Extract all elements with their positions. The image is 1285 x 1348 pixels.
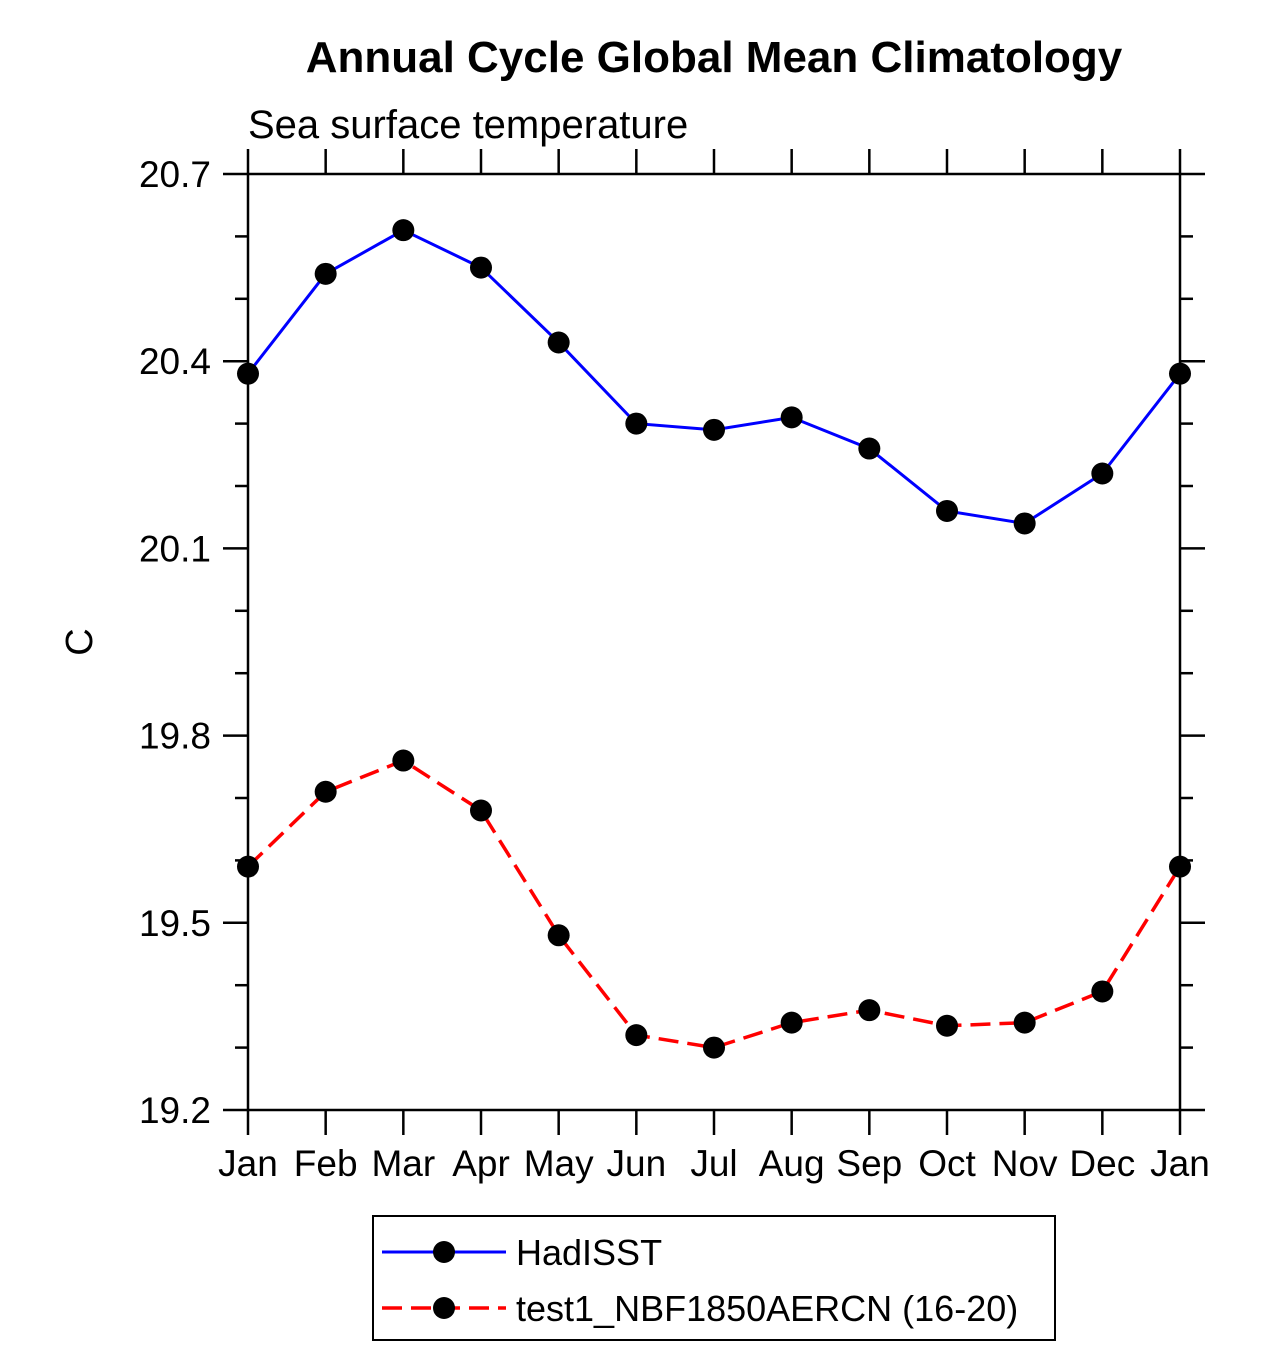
data-point-marker — [780, 406, 803, 429]
data-point-marker — [858, 437, 881, 460]
data-point-marker — [936, 499, 958, 522]
data-point-marker — [936, 1014, 958, 1037]
axis-ticks: 19.2 19.5 19.8 20.1 20.4 20.7 Jan Feb Mar Apr May J… — [139, 149, 1210, 1184]
data-point-marker — [1169, 855, 1191, 878]
x-tick-label: Jan — [1150, 1143, 1210, 1184]
data-point-marker — [314, 780, 337, 803]
x-tick-label: Sep — [836, 1143, 902, 1184]
data-point-marker — [470, 256, 492, 279]
series-line-hadisst — [246, 228, 1182, 526]
x-tick-label: Aug — [759, 1143, 825, 1184]
x-tick-label: Mar — [371, 1143, 435, 1184]
legend-marker-icon — [433, 1241, 455, 1263]
y-axis-label: C — [59, 628, 101, 655]
x-tick-label: Apr — [452, 1143, 510, 1184]
chart-title: Annual Cycle Global Mean Climatology — [306, 33, 1123, 82]
data-point-marker — [314, 262, 337, 285]
y-tick-label: 19.2 — [139, 1090, 211, 1131]
legend-marker-icon — [433, 1297, 455, 1319]
data-point-marker — [1091, 980, 1114, 1003]
legend-label: HadISST — [516, 1232, 662, 1273]
x-tick-label: Jul — [690, 1143, 737, 1184]
y-tick-label: 19.5 — [139, 903, 211, 944]
data-point-marker — [703, 418, 725, 441]
series-line-test1-nbf1850aercn-16-20- — [246, 758, 1182, 1050]
chart-subtitle: Sea surface temperature — [248, 103, 688, 147]
data-point-marker — [780, 1011, 803, 1034]
x-tick-label: Feb — [294, 1143, 358, 1184]
x-tick-label: Dec — [1069, 1143, 1135, 1184]
data-point-marker — [547, 924, 570, 947]
x-tick-label: Jun — [607, 1143, 667, 1184]
data-point-marker — [470, 799, 492, 822]
data-point-marker — [1091, 462, 1114, 485]
data-point-marker — [1013, 1011, 1036, 1034]
plot-area — [246, 172, 1182, 1112]
legend: HadISST test1_NBF1850AERCN (16-20) — [372, 1215, 1056, 1341]
x-tick-label: May — [524, 1143, 594, 1184]
x-tick-label: Nov — [992, 1143, 1058, 1184]
x-tick-label: Jan — [218, 1143, 278, 1184]
y-tick-label: 20.7 — [139, 154, 211, 195]
x-tick-label: Oct — [918, 1143, 976, 1184]
data-series — [237, 219, 1191, 1059]
data-point-marker — [625, 412, 648, 435]
y-tick-label: 20.1 — [139, 528, 211, 569]
data-point-marker — [237, 855, 259, 878]
data-point-marker — [703, 1036, 725, 1059]
data-point-marker — [237, 362, 259, 385]
y-tick-label: 20.4 — [139, 341, 211, 382]
data-point-marker — [625, 1024, 648, 1047]
legend-label: test1_NBF1850AERCN (16-20) — [516, 1288, 1018, 1329]
data-point-marker — [392, 219, 415, 242]
data-point-marker — [858, 999, 881, 1022]
data-point-marker — [1169, 362, 1191, 385]
data-point-marker — [392, 749, 415, 772]
y-tick-label: 19.8 — [139, 716, 211, 757]
data-point-marker — [1013, 512, 1036, 535]
data-point-marker — [547, 331, 570, 354]
legend-box — [372, 1215, 1056, 1341]
